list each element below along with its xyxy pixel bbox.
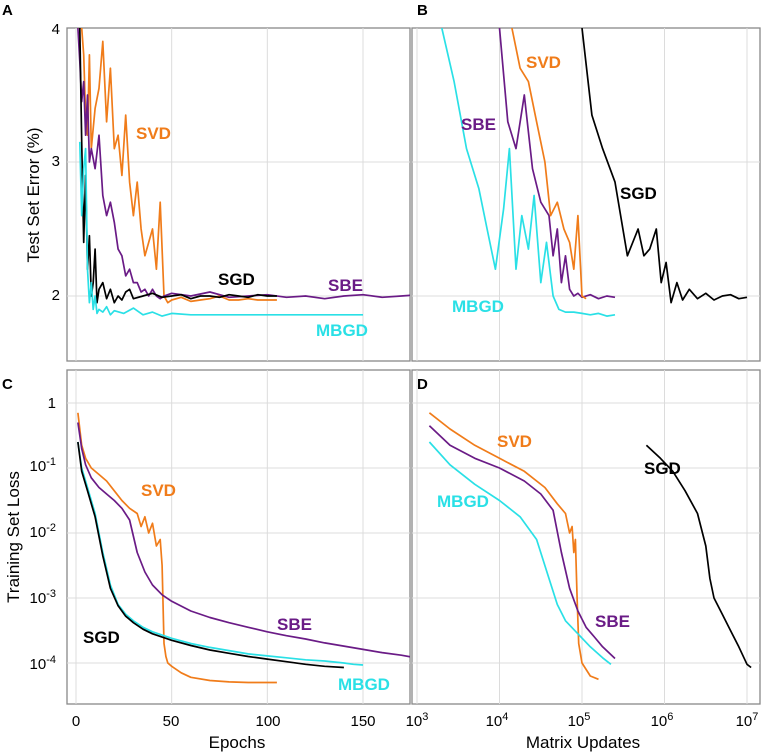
panel-d-xlabel: Matrix Updates — [526, 733, 640, 752]
panel-a-label-sbe: SBE — [328, 276, 363, 295]
panel-a-ytick: 4 — [52, 21, 60, 38]
panel-b-label-sgd: SGD — [620, 184, 657, 203]
panel-b-label-mbgd: MBGD — [452, 297, 504, 316]
panel-a-series-sgd — [78, 28, 277, 304]
panel-a-ytick: 3 — [52, 153, 60, 170]
panel-a-label-sgd: SGD — [218, 270, 255, 289]
panel-c-label-sgd: SGD — [83, 628, 120, 647]
panel-c-ytick: 10-3 — [30, 588, 56, 607]
panel-d-xtick: 107 — [736, 711, 759, 730]
panel-d-series-svd — [428, 412, 599, 681]
panel-a-letter: A — [2, 2, 13, 19]
panel-c-ylabel: Training Set Loss — [4, 471, 23, 603]
panel-b-series-svd — [511, 28, 587, 300]
panel-b-series-sbe — [498, 28, 616, 300]
panel-d-series-sgd — [645, 444, 752, 669]
panel-c-xtick: 50 — [163, 713, 180, 730]
panel-c-label-sbe: SBE — [277, 615, 312, 634]
panel-a-frame — [66, 27, 411, 362]
panel-c-xtick: 100 — [255, 713, 280, 730]
panel-a-series-mbgd — [78, 141, 363, 317]
series-lines — [77, 28, 752, 684]
panel-a-label-mbgd: MBGD — [316, 321, 368, 340]
panel-c-letter: C — [2, 376, 13, 393]
panel-c-ytick: 10-2 — [30, 522, 56, 541]
panel-c-xlabel: Epochs — [209, 733, 266, 752]
panel-c-series-mbgd — [77, 441, 364, 666]
panel-c-series-sgd — [77, 441, 344, 669]
panel-b-series-mbgd — [440, 28, 616, 317]
panel-d-frame — [411, 369, 761, 705]
panel-b-series-sgd — [581, 28, 748, 304]
panel-a-series-sbe — [77, 28, 410, 300]
panel-c-ytick: 10-4 — [30, 654, 56, 673]
panel-d-label-sbe: SBE — [595, 612, 630, 631]
panel-d-series-sbe — [428, 425, 616, 660]
panel-c-label-svd: SVD — [141, 481, 176, 500]
panel-b-frame — [411, 27, 761, 362]
panel-b-label-sbe: SBE — [461, 115, 496, 134]
panel-d-label-sgd: SGD — [644, 459, 681, 478]
panel-c-label-mbgd: MBGD — [338, 675, 390, 694]
panel-c-xtick: 150 — [350, 713, 375, 730]
panel-d-label-svd: SVD — [497, 432, 532, 451]
panel-c-ytick: 10-1 — [30, 456, 56, 475]
panel-c-xtick: 0 — [72, 713, 80, 730]
panel-c-ytick: 1 — [48, 395, 56, 412]
panel-b-label-svd: SVD — [526, 53, 561, 72]
panel-d-label-mbgd: MBGD — [437, 492, 489, 511]
panel-d-xtick: 104 — [486, 711, 509, 730]
panel-d-letter: D — [417, 376, 428, 393]
panel-b-letter: B — [417, 2, 428, 19]
panel-c-series-svd — [77, 412, 277, 684]
panel-d-series-mbgd — [428, 441, 612, 665]
panel-d-xtick: 106 — [651, 711, 674, 730]
panel-d-xtick: 105 — [568, 711, 591, 730]
panel-c-series-sbe — [77, 422, 410, 658]
panel-a-label-svd: SVD — [136, 124, 171, 143]
panel-a-ytick: 2 — [52, 287, 60, 304]
panel-c-frame — [66, 369, 411, 705]
panel-a-series-svd — [77, 28, 277, 304]
panel-d-xtick: 103 — [406, 711, 429, 730]
panel-a-ylabel: Test Set Error (%) — [24, 127, 43, 262]
